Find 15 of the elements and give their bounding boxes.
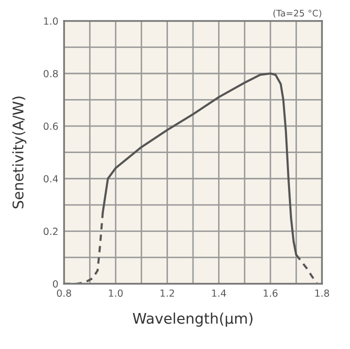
x-tick-label: 1.6 <box>264 289 278 297</box>
text: (Ta=25 °C) <box>273 10 322 18</box>
x-tick-label: 1.4 <box>212 290 226 297</box>
y-tick-label: 0 <box>52 280 58 288</box>
x-tick-label: 0.8 <box>56 289 72 297</box>
x-axis-title: Wavelength(μm) <box>132 312 252 327</box>
y-tick-label: 0.8 <box>44 70 58 78</box>
y-tick-label: 0.6 <box>44 122 58 130</box>
x-tick-label: 1.0 <box>108 289 123 297</box>
y-tick-label: 0.2 <box>44 228 58 236</box>
x-tick-label: 1.2 <box>160 289 174 297</box>
y-tick-label: 1.0 <box>44 17 58 25</box>
y-axis-title: Senetivity(A/W) <box>12 96 26 208</box>
x-tick-label: 1.8 <box>315 289 330 297</box>
y-tick-label: 0.4 <box>44 175 58 182</box>
